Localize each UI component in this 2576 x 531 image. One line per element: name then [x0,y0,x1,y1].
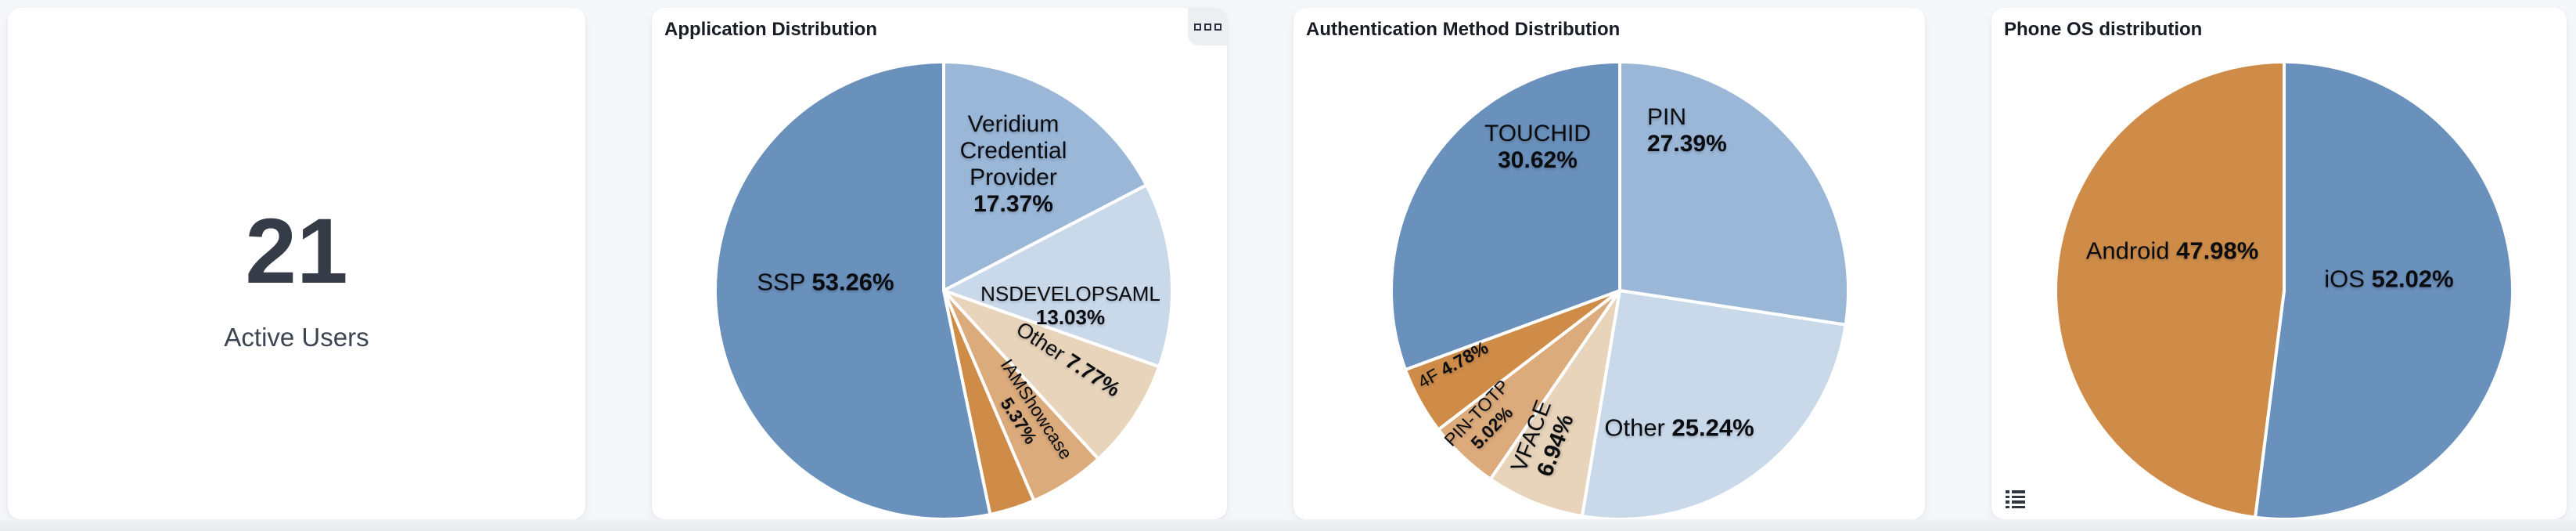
square-icon [1203,23,1211,31]
list-icon-row [2006,490,2025,493]
pie-label-nsdevelopsaml: NSDEVELOPSAML 13.03% [980,282,1160,329]
pie-label-other: Other 25.24% [1604,414,1754,442]
pie-label-ios: iOS 52.02% [2324,265,2454,293]
pie-label-veridium-credential-provider: Veridium Credential Provider 17.37% [959,111,1067,217]
pie-chart [714,60,1174,519]
active-users-card: 21 Active Users [8,8,585,519]
pie-slice-pin[interactable] [1618,60,1850,327]
legend-toggle-button[interactable] [2006,490,2025,508]
square-icon [1214,23,1221,31]
list-icon-row [2006,505,2025,508]
pie-slice-other[interactable] [942,289,1161,461]
pie-label-pin: PIN 27.39% [1647,104,1727,157]
pie-slice-nsdevelopsaml[interactable] [942,183,1174,369]
pie-label-ssp: SSP 53.26% [757,268,894,296]
pie-slice-touchid[interactable] [1390,60,1621,372]
list-icon-row [2006,495,2025,498]
list-icon-row [2006,500,2025,504]
pie-label-android: Android 47.98% [2085,237,2259,265]
pie-slice-ios[interactable] [2254,60,2514,519]
authentication-method-distribution-card: Authentication Method Distribution PIN 27… [1293,8,1925,519]
pie-slice-other[interactable] [1580,289,1847,519]
card-title-phone-os-distribution: Phone OS distribution [2004,19,2203,40]
chart-toolbar-button[interactable] [1188,8,1227,45]
pie-slice-android[interactable] [2054,60,2286,519]
authentication-method-distribution-chart: PIN 27.39% Other 25.24% VFACE 6.94% PIN-TOTP 5… [1293,8,1925,519]
square-icon [1193,23,1201,31]
pie-slice-ssp[interactable] [714,60,992,519]
active-users-value: 21 [245,200,348,303]
pie-chart [1390,60,1850,519]
application-distribution-card: Application Distribution Veridium Credent… [652,8,1227,519]
active-users-label: Active Users [224,323,369,352]
pie-slice-veridium-credential-provider[interactable] [942,60,1149,292]
pie-label-touchid: TOUCHID 30.62% [1484,121,1592,173]
pie-chart [2054,60,2514,519]
pie-slice-vface[interactable] [1488,289,1621,518]
phone-os-distribution-card: Phone OS distribution iOS 52.02% Android … [1991,8,2567,519]
dashboard: 21 Active Users Application Distribution… [8,8,2567,519]
application-distribution-chart: Veridium Credential Provider 17.37% NSDEVELO… [652,8,1227,519]
card-title-authentication-method-distribution: Authentication Method Distribution [1306,19,1621,40]
phone-os-distribution-chart: iOS 52.02% Android 47.98% [1991,8,2567,519]
card-title-application-distribution: Application Distribution [664,19,877,40]
